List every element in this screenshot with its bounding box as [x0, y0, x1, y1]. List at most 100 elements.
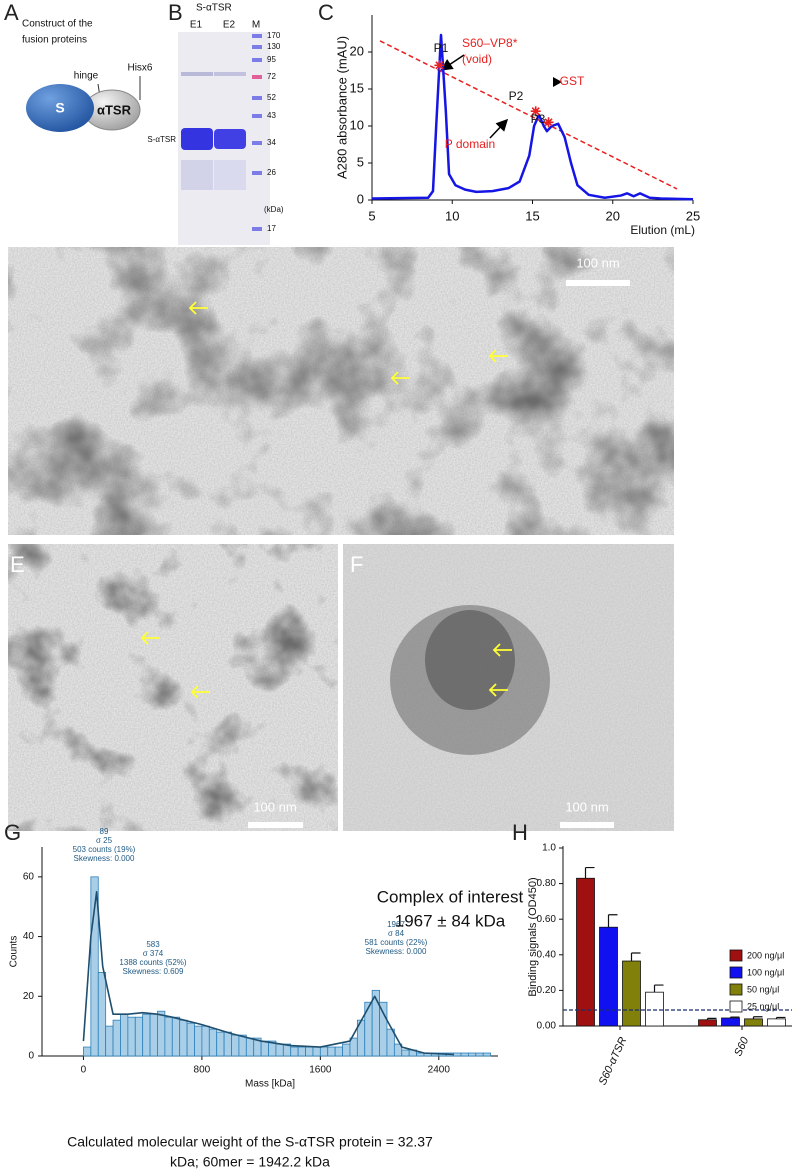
yellow-arrow [188, 301, 208, 315]
bar [721, 1017, 740, 1027]
histogram-bar [482, 1052, 491, 1057]
arrow [440, 54, 465, 71]
error-bar [775, 1016, 786, 1019]
histogram-bar [327, 1046, 336, 1057]
x-tick-label: 1600 [309, 1065, 332, 1076]
peak-note: Skewness: 0.000 [366, 947, 427, 956]
ladder-label: 43 [267, 111, 276, 120]
ladder-band [252, 171, 262, 175]
histogram-bar [297, 1046, 306, 1057]
legend-label: 100 ng/μl [747, 967, 784, 977]
axis-line [41, 847, 498, 1057]
x-tick-label: 5 [368, 208, 375, 223]
gel-title: S-αTSR [196, 3, 232, 14]
bar [744, 1018, 763, 1027]
error-bar [584, 866, 595, 879]
x-tick-label: 15 [525, 208, 539, 223]
peak-note: σ 84 [388, 929, 405, 938]
ladder-band [252, 45, 262, 49]
panel-letter: H [512, 820, 528, 845]
histogram-bar [453, 1052, 462, 1057]
peak-note: σ 374 [143, 949, 164, 958]
arrow [489, 118, 509, 139]
histogram-bar [245, 1037, 255, 1057]
panel-letter: C [318, 0, 334, 25]
arrows [140, 301, 512, 699]
histogram-bar [97, 972, 107, 1057]
ladder-band [252, 96, 262, 100]
bar [599, 926, 618, 1027]
histogram-bar [186, 1022, 195, 1057]
yellow-arrow [488, 683, 508, 697]
ladder-label: 17 [267, 224, 276, 233]
caption: Calculated molecular weight of the S-αTS… [67, 1134, 433, 1150]
x-tick-label: S60 [732, 1035, 752, 1059]
reference-line [379, 40, 678, 190]
scale-label: 100 nm [576, 255, 619, 270]
peak-note: Skewness: 0.000 [74, 854, 135, 863]
y-axis-label: Binding signals (OD450) [527, 877, 539, 996]
scale-label: 100 nm [565, 799, 608, 814]
x-tick-label: 25 [686, 208, 700, 223]
y-tick-label: 40 [23, 931, 35, 942]
peak-note: 583 [146, 940, 160, 949]
binding-bars: 0.00 0.20 0.40 0.60 0.80 1.0 Binding signals (… [527, 843, 792, 1087]
panel-letter: E [10, 552, 25, 577]
histogram-bar [112, 1019, 121, 1057]
gel-band [214, 129, 246, 149]
histogram-bar [467, 1052, 477, 1057]
bar [576, 877, 595, 1027]
domain-s [26, 84, 94, 132]
error-bar [706, 1017, 717, 1020]
tag-label: Hisx6 [127, 63, 152, 74]
histogram-bar [379, 1001, 388, 1057]
yellow-arrow [140, 631, 160, 645]
x-tick-label: 0 [81, 1065, 87, 1076]
error-bar [607, 914, 618, 928]
bar [645, 991, 664, 1027]
ladder: 170 130 95 72 52 43 34 26 17 [252, 31, 281, 233]
histogram-bar [401, 1049, 410, 1057]
ladder-band [252, 227, 262, 231]
ladder-label: 170 [267, 31, 281, 40]
annotation: P3 [531, 112, 546, 126]
legend-swatch [729, 983, 743, 996]
x-axis-label: Mass [kDa] [245, 1079, 295, 1090]
histogram-bar [90, 876, 99, 1057]
scale-bar [566, 280, 630, 286]
yellow-arrow [492, 643, 512, 657]
peak-note: 1967 [387, 920, 405, 929]
histogram-bar [334, 1046, 343, 1057]
ladder-band [252, 141, 262, 145]
legend-swatch [729, 966, 743, 979]
histogram-bar [290, 1046, 299, 1057]
y-tick-label: 0 [357, 191, 364, 206]
bar [622, 960, 641, 1027]
ladder-label: 26 [267, 168, 276, 177]
peak-note: 1388 counts (52%) [119, 958, 186, 967]
histogram-bar [164, 1016, 173, 1057]
y-tick-label: 5 [357, 154, 364, 169]
ladder-label: 72 [267, 72, 276, 81]
ladder-band [252, 34, 262, 38]
yellow-arrow [390, 371, 410, 385]
ladder-label: 52 [267, 93, 276, 102]
gel-band [214, 72, 246, 76]
panel-letter: A [4, 0, 19, 25]
histogram-bar [216, 1031, 225, 1057]
peak-marker [530, 106, 541, 117]
histogram-bar [179, 1019, 188, 1057]
lane-label: E2 [223, 20, 236, 31]
histogram-bar [223, 1031, 232, 1057]
y-tick-label: 15 [350, 80, 364, 95]
histogram-bar [364, 1001, 373, 1057]
y-tick-label: 0.00 [537, 1021, 557, 1032]
micrograph-stain [8, 247, 674, 535]
panel-a-title: Construct of the [22, 19, 93, 30]
legend-swatch [729, 949, 743, 962]
histogram-bar [231, 1034, 240, 1057]
peak-marker [543, 117, 554, 128]
annotation: P2 [509, 89, 524, 103]
domain-label: αTSR [97, 102, 132, 117]
histogram-bar [349, 1037, 358, 1057]
